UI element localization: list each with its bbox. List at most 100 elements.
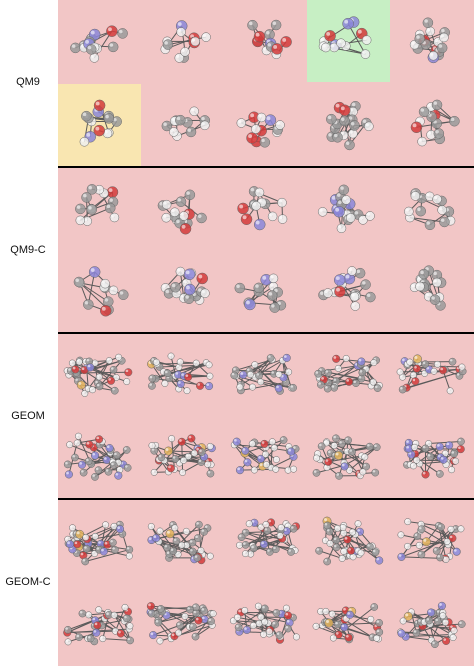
bond	[153, 441, 183, 473]
molecule-cell	[141, 250, 224, 332]
atom	[242, 625, 251, 634]
bond	[260, 381, 292, 389]
atom	[396, 368, 404, 376]
atom-highlight	[177, 622, 180, 626]
atom	[148, 381, 156, 390]
atom-highlight	[264, 462, 267, 465]
atom-highlight	[326, 31, 331, 36]
atom-highlight	[96, 383, 100, 387]
molecule-icon	[317, 184, 375, 234]
atom-highlight	[86, 441, 90, 445]
atom	[152, 533, 161, 543]
atom-highlight	[367, 544, 370, 547]
atom-highlight	[177, 28, 182, 32]
molecule-cell	[390, 500, 473, 583]
atom	[109, 538, 117, 547]
atom	[73, 439, 81, 447]
atom-highlight	[246, 521, 250, 524]
atom	[323, 384, 332, 393]
atom-highlight	[336, 287, 340, 292]
atom-highlight	[148, 537, 152, 541]
atom	[315, 546, 323, 555]
atom-highlight	[432, 641, 435, 645]
atom	[365, 542, 374, 551]
atom-highlight	[172, 456, 176, 459]
atom	[357, 374, 366, 383]
atom-highlight	[400, 387, 403, 390]
atom	[194, 616, 203, 625]
atom-highlight	[263, 47, 267, 51]
atom-highlight	[110, 539, 113, 543]
atom	[417, 136, 427, 147]
bond	[113, 614, 131, 641]
bond	[174, 527, 194, 552]
atom-highlight	[201, 290, 205, 294]
atom-highlight	[208, 618, 212, 622]
atom-highlight	[242, 448, 246, 451]
atom-highlight	[84, 300, 89, 305]
atom-highlight	[193, 610, 197, 614]
atom-highlight	[258, 114, 262, 118]
molecule-icon	[314, 354, 383, 393]
atom-highlight	[291, 526, 294, 529]
atom-highlight	[331, 385, 335, 388]
atom-highlight	[459, 621, 462, 625]
molecule-icon	[63, 353, 133, 397]
atom	[152, 358, 160, 366]
molecule-icon	[326, 100, 374, 151]
molecule-icon	[318, 266, 376, 311]
atom-highlight	[204, 525, 208, 529]
atom	[154, 618, 163, 627]
section-qm9: QM9	[0, 0, 474, 166]
atom-highlight	[434, 548, 437, 551]
atom-highlight	[359, 370, 363, 373]
atom	[254, 187, 265, 198]
atom-highlight	[70, 525, 73, 528]
atom	[434, 360, 441, 368]
atom-highlight	[319, 208, 323, 212]
atom	[414, 33, 425, 45]
atom	[200, 528, 208, 536]
atom-highlight	[65, 461, 68, 465]
atom	[257, 378, 265, 386]
atom-highlight	[285, 467, 289, 471]
atom-highlight	[414, 457, 417, 461]
atom-highlight	[92, 452, 96, 456]
atom	[73, 540, 82, 549]
atom-highlight	[313, 624, 317, 627]
atom-highlight	[103, 522, 106, 525]
atom-highlight	[177, 22, 182, 26]
atom	[83, 299, 94, 310]
atom	[248, 440, 256, 448]
atom-highlight	[347, 214, 351, 218]
atom-highlight	[398, 532, 401, 535]
atom	[185, 126, 197, 138]
atom-highlight	[365, 123, 369, 127]
atom-highlight	[64, 368, 68, 371]
atom-highlight	[400, 374, 403, 378]
atom-highlight	[422, 361, 426, 365]
molecule-cell-highlighted	[58, 84, 141, 166]
molecule-icon	[318, 16, 372, 59]
atom-highlight	[424, 19, 428, 23]
atom-highlight	[194, 555, 198, 558]
atom-highlight	[427, 28, 431, 32]
atom-highlight	[363, 464, 367, 467]
atom	[433, 128, 445, 139]
atom-highlight	[186, 285, 190, 290]
atom	[284, 611, 293, 620]
atom	[410, 191, 421, 201]
atom-highlight	[92, 551, 95, 554]
atom	[411, 443, 419, 451]
molecule-icon	[146, 602, 217, 645]
atom	[177, 437, 186, 446]
atom-highlight	[411, 284, 415, 288]
bond	[72, 362, 116, 392]
atom	[176, 379, 185, 388]
atom-highlight	[234, 439, 237, 442]
atom-highlight	[276, 121, 281, 126]
atom-highlight	[320, 291, 324, 295]
atom-highlight	[256, 621, 260, 624]
atom-highlight	[95, 467, 99, 471]
atom-highlight	[422, 619, 425, 622]
